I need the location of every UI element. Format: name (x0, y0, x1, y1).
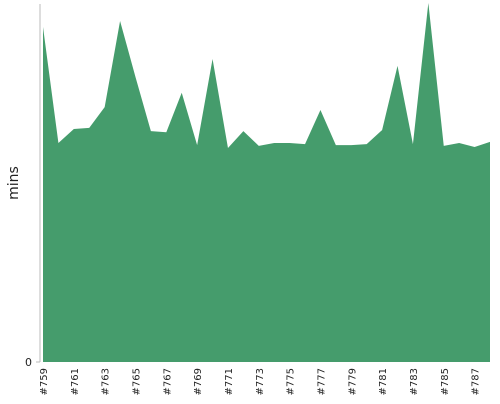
x-tick-label: #775 (286, 368, 297, 395)
x-tick-label: #787 (471, 368, 482, 395)
x-tick-label: #769 (193, 368, 204, 395)
x-tick-label: #765 (131, 368, 142, 395)
y-axis-label: mins (6, 166, 22, 200)
x-tick-label: #777 (316, 368, 327, 395)
x-tick-label: #761 (70, 368, 81, 395)
x-tick-label: #771 (224, 368, 235, 395)
x-tick-label: #773 (255, 368, 266, 395)
x-tick-label: #781 (378, 368, 389, 395)
x-tick-label: #759 (39, 368, 50, 395)
x-tick-label: #783 (409, 368, 420, 395)
x-tick-label: #763 (101, 368, 112, 395)
x-tick-label: #767 (162, 368, 173, 395)
x-tick-label: #779 (347, 368, 358, 395)
area (43, 3, 490, 362)
x-tick-label: #785 (440, 368, 451, 395)
y-tick-label: 0 (25, 356, 32, 369)
